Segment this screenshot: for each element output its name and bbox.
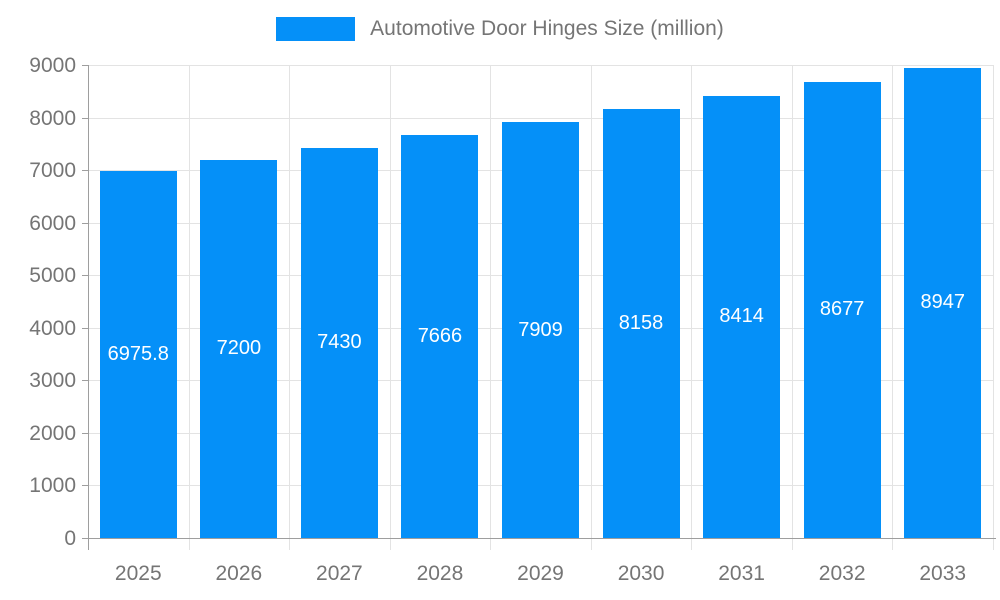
x-tick-label: 2028 [416,562,464,585]
y-axis-line [88,65,89,550]
h-gridline [88,65,993,66]
y-tick-label: 5000 [29,264,76,288]
x-tick-label: 2029 [517,562,564,585]
v-gridline [590,65,592,550]
legend-label: Automotive Door Hinges Size (million) [370,17,724,40]
y-tick-label: 2000 [29,421,76,445]
v-gridline [490,65,492,550]
bar-value-label: 6975.8 [107,343,169,366]
y-axis-tick [82,117,88,119]
x-tick-label: 2030 [617,562,665,585]
v-gridline [993,65,994,550]
bar[interactable]: 8158 [602,109,680,538]
bar-value-label: 8677 [819,298,865,321]
bar-value-label: 7430 [317,331,362,354]
x-axis-line [88,538,996,539]
bar-value-label: 7200 [216,337,262,360]
legend-swatch [276,17,356,41]
y-axis-tick [82,170,88,172]
bar[interactable]: 7666 [401,135,479,538]
v-gridline [791,65,793,550]
v-gridline [289,65,291,550]
legend[interactable]: Automotive Door Hinges Size (million) [0,17,1000,41]
y-axis-tick [82,275,88,277]
bar-value-label: 8414 [719,305,764,328]
y-axis-tick [82,222,88,224]
x-tick-label: 2032 [818,562,866,585]
y-tick-label: 4000 [29,316,76,340]
y-tick-label: 3000 [29,369,76,393]
y-axis-tick [82,432,88,434]
x-tick-label: 2027 [316,562,363,585]
h-gridline [88,117,993,119]
bar[interactable]: 7909 [502,122,579,538]
x-tick-label: 2031 [718,562,765,585]
bar[interactable]: 7200 [200,159,278,538]
v-gridline [892,65,894,550]
y-axis-tick [82,538,88,539]
bar[interactable]: 7430 [300,147,378,538]
y-tick-label: 8000 [29,106,76,130]
v-gridline [389,65,391,550]
x-tick-label: 2025 [114,562,162,585]
y-axis-tick [82,327,88,329]
y-tick-label: 0 [64,527,76,550]
v-gridline [188,65,190,550]
y-tick-label: 9000 [29,54,76,77]
bar[interactable]: 6975.8 [99,171,177,538]
y-tick-label: 6000 [29,211,76,235]
y-tick-label: 1000 [29,474,76,498]
bar[interactable]: 8947 [904,67,982,538]
bar-value-label: 7666 [417,325,463,348]
v-gridline [691,65,693,550]
bar[interactable]: 8677 [803,81,881,538]
bar-value-label: 8158 [618,312,664,335]
y-tick-label: 7000 [29,159,76,183]
x-tick-label: 2026 [215,562,263,585]
bar[interactable]: 8414 [703,95,781,538]
y-axis-tick [82,65,88,66]
bar-value-label: 8947 [920,291,965,314]
y-axis-tick [82,485,88,487]
x-tick-label: 2033 [919,562,967,585]
bar-value-label: 7909 [518,318,563,341]
y-axis-tick [82,380,88,382]
